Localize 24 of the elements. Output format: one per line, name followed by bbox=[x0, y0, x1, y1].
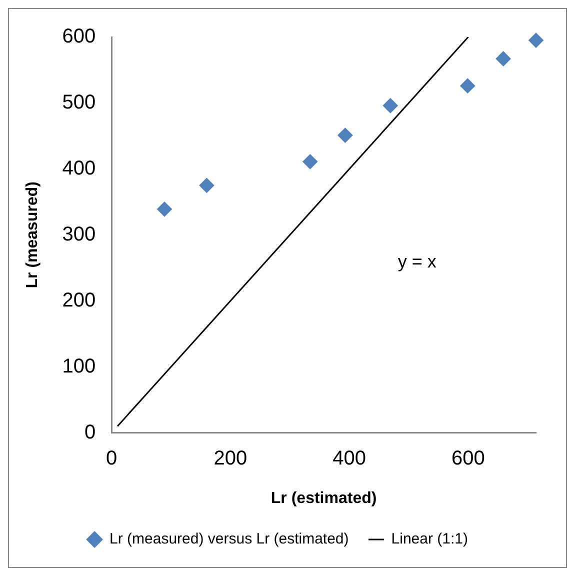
y-tick-label: 600 bbox=[62, 26, 96, 48]
point bbox=[156, 202, 172, 217]
x-tick-label: 0 bbox=[106, 447, 118, 470]
y-axis-title: Lr (measured) bbox=[24, 182, 42, 288]
y-tick-label: 300 bbox=[62, 223, 96, 246]
legend-label: Linear (1:1) bbox=[391, 530, 468, 548]
point bbox=[199, 178, 214, 193]
y-tick-label: 400 bbox=[62, 157, 96, 180]
y-tick-label: 200 bbox=[62, 289, 96, 312]
legend-label: Lr (measured) versus Lr (estimated) bbox=[110, 530, 349, 548]
point bbox=[460, 78, 476, 94]
point bbox=[382, 98, 398, 114]
y-tick-label: 0 bbox=[84, 421, 96, 444]
y-tick-label: 100 bbox=[62, 355, 96, 378]
x-tick-label: 400 bbox=[332, 447, 366, 470]
point bbox=[528, 32, 544, 48]
point bbox=[496, 51, 511, 66]
x-tick-label: 600 bbox=[452, 447, 485, 470]
point bbox=[338, 128, 353, 143]
x-axis-title: Lr (estimated) bbox=[270, 490, 377, 507]
point bbox=[302, 154, 318, 170]
y-tick-label: 500 bbox=[62, 91, 96, 114]
x-tick-label: 200 bbox=[214, 447, 248, 470]
annotation: y = x bbox=[398, 252, 436, 272]
